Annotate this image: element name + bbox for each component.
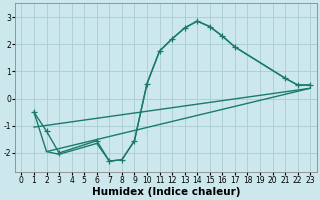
X-axis label: Humidex (Indice chaleur): Humidex (Indice chaleur) <box>92 187 240 197</box>
